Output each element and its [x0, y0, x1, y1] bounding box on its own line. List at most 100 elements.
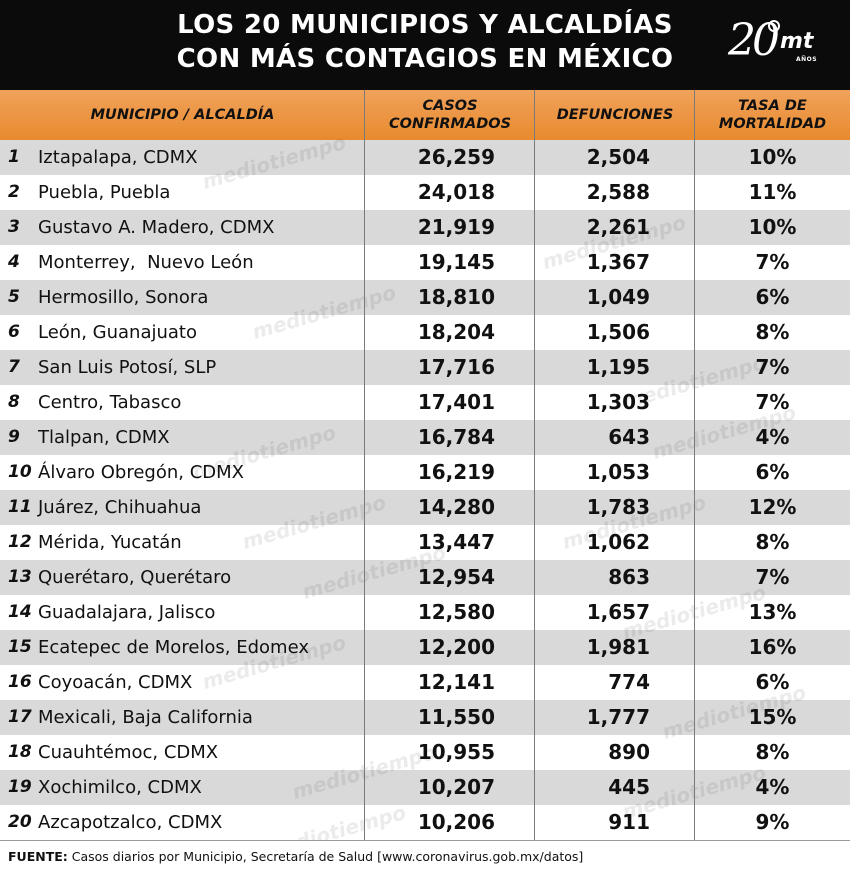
column-header-cases: CASOS CONFIRMADOS: [365, 90, 535, 140]
brand-logo: 20 mt AÑOS: [728, 14, 828, 74]
row-cases: 12,580: [417, 600, 495, 624]
row-cases: 24,018: [417, 180, 495, 204]
table-row: 20 Azcapotzalco, CDMX 10,206 911 9%: [0, 805, 850, 840]
table-row: 5 Hermosillo, Sonora 18,810 1,049 6%: [0, 280, 850, 315]
row-municipality: Gustavo A. Madero, CDMX: [38, 217, 275, 238]
row-deaths: 1,062: [586, 530, 650, 554]
row-rank: 18: [8, 742, 32, 762]
row-rank: 13: [8, 567, 32, 587]
row-deaths: 2,588: [586, 180, 650, 204]
row-mortality-rate: 13%: [748, 600, 797, 624]
row-municipality: Ecatepec de Morelos, Edomex: [38, 637, 309, 658]
row-deaths: 863: [608, 565, 650, 589]
column-header-cases-line-1: CASOS: [422, 98, 478, 114]
row-deaths: 1,783: [586, 495, 650, 519]
row-mortality-rate: 8%: [755, 740, 790, 764]
row-municipality: León, Guanajuato: [38, 322, 197, 343]
row-cases: 11,550: [417, 705, 495, 729]
row-cases: 12,200: [417, 635, 495, 659]
row-mortality-rate: 8%: [755, 320, 790, 344]
row-municipality: Álvaro Obregón, CDMX: [38, 462, 244, 483]
row-rank: 17: [8, 707, 32, 727]
row-rank: 3: [8, 217, 20, 237]
row-municipality: Centro, Tabasco: [38, 392, 182, 413]
row-rank: 20: [8, 812, 32, 832]
row-deaths: 774: [608, 670, 650, 694]
column-header-rate: TASA DE MORTALIDAD: [695, 90, 850, 140]
row-deaths: 445: [608, 775, 650, 799]
column-divider: [364, 90, 365, 840]
row-mortality-rate: 12%: [748, 495, 797, 519]
row-mortality-rate: 7%: [755, 390, 790, 414]
row-municipality: Hermosillo, Sonora: [38, 287, 209, 308]
row-rank: 12: [8, 532, 32, 552]
source-label: FUENTE:: [8, 849, 68, 864]
row-municipality: Coyoacán, CDMX: [38, 672, 193, 693]
row-mortality-rate: 7%: [755, 355, 790, 379]
row-cases: 18,204: [417, 320, 495, 344]
footer: FUENTE: Casos diarios por Municipio, Sec…: [0, 840, 850, 871]
row-rank: 1: [8, 147, 20, 167]
column-header-deaths-label: DEFUNCIONES: [556, 107, 674, 123]
table-row: 6 León, Guanajuato 18,204 1,506 8%: [0, 315, 850, 350]
row-rank: 4: [8, 252, 20, 272]
logo-caption: AÑOS: [796, 56, 818, 63]
row-deaths: 2,261: [586, 215, 650, 239]
row-deaths: 1,777: [586, 705, 650, 729]
logo-brand: mt: [780, 29, 814, 54]
row-rank: 6: [8, 322, 20, 342]
row-mortality-rate: 6%: [755, 285, 790, 309]
table-row: 15 Ecatepec de Morelos, Edomex 12,200 1,981…: [0, 630, 850, 665]
row-municipality: Cuauhtémoc, CDMX: [38, 742, 219, 763]
row-mortality-rate: 7%: [755, 565, 790, 589]
row-municipality: Azcapotzalco, CDMX: [38, 812, 223, 833]
table-row: 7 San Luis Potosí, SLP 17,716 1,195 7%: [0, 350, 850, 385]
table-row: 17 Mexicali, Baja California 11,550 1,777 15…: [0, 700, 850, 735]
table-row: 14 Guadalajara, Jalisco 12,580 1,657 13%: [0, 595, 850, 630]
row-mortality-rate: 6%: [755, 460, 790, 484]
column-header-deaths: DEFUNCIONES: [535, 90, 695, 140]
row-cases: 16,219: [417, 460, 495, 484]
row-deaths: 1,053: [586, 460, 650, 484]
title-bar: LOS 20 MUNICIPIOS Y ALCALDÍAS CON MÁS CO…: [0, 0, 850, 90]
page-title: LOS 20 MUNICIPIOS Y ALCALDÍAS CON MÁS CO…: [150, 8, 700, 76]
row-cases: 19,145: [417, 250, 495, 274]
row-mortality-rate: 10%: [748, 145, 797, 169]
row-mortality-rate: 8%: [755, 530, 790, 554]
row-rank: 15: [8, 637, 32, 657]
table-row: 9 Tlalpan, CDMX 16,784 643 4%: [0, 420, 850, 455]
column-header-rate-line-1: TASA DE: [738, 98, 807, 114]
row-municipality: Mexicali, Baja California: [38, 707, 253, 728]
row-cases: 17,401: [417, 390, 495, 414]
row-cases: 12,954: [417, 565, 495, 589]
row-deaths: 1,981: [586, 635, 650, 659]
table-row: 10 Álvaro Obregón, CDMX 16,219 1,053 6%: [0, 455, 850, 490]
row-rank: 16: [8, 672, 32, 692]
row-municipality: Tlalpan, CDMX: [38, 427, 170, 448]
row-municipality: Monterrey, Nuevo León: [38, 252, 254, 273]
row-rank: 14: [8, 602, 32, 622]
column-divider: [694, 90, 695, 840]
row-mortality-rate: 7%: [755, 250, 790, 274]
row-mortality-rate: 4%: [755, 775, 790, 799]
column-header-municipality: MUNICIPIO / ALCALDÍA: [0, 90, 365, 140]
row-municipality: San Luis Potosí, SLP: [38, 357, 217, 378]
table-row: 3 Gustavo A. Madero, CDMX 21,919 2,261 10%: [0, 210, 850, 245]
logo-ring-icon: [768, 20, 780, 32]
row-cases: 16,784: [417, 425, 495, 449]
row-deaths: 1,195: [586, 355, 650, 379]
row-cases: 10,206: [417, 810, 495, 834]
source-note: FUENTE: Casos diarios por Municipio, Sec…: [8, 849, 583, 864]
row-deaths: 1,049: [586, 285, 650, 309]
row-municipality: Guadalajara, Jalisco: [38, 602, 216, 623]
row-cases: 13,447: [417, 530, 495, 554]
column-header-municipality-label: MUNICIPIO / ALCALDÍA: [90, 107, 275, 123]
source-text: Casos diarios por Municipio, Secretaría …: [67, 849, 584, 864]
table-row: 13 Querétaro, Querétaro 12,954 863 7%: [0, 560, 850, 595]
row-deaths: 890: [608, 740, 650, 764]
table-row: 18 Cuauhtémoc, CDMX 10,955 890 8%: [0, 735, 850, 770]
row-cases: 10,207: [417, 775, 495, 799]
row-mortality-rate: 11%: [748, 180, 797, 204]
row-rank: 2: [8, 182, 20, 202]
row-municipality: Iztapalapa, CDMX: [38, 147, 198, 168]
